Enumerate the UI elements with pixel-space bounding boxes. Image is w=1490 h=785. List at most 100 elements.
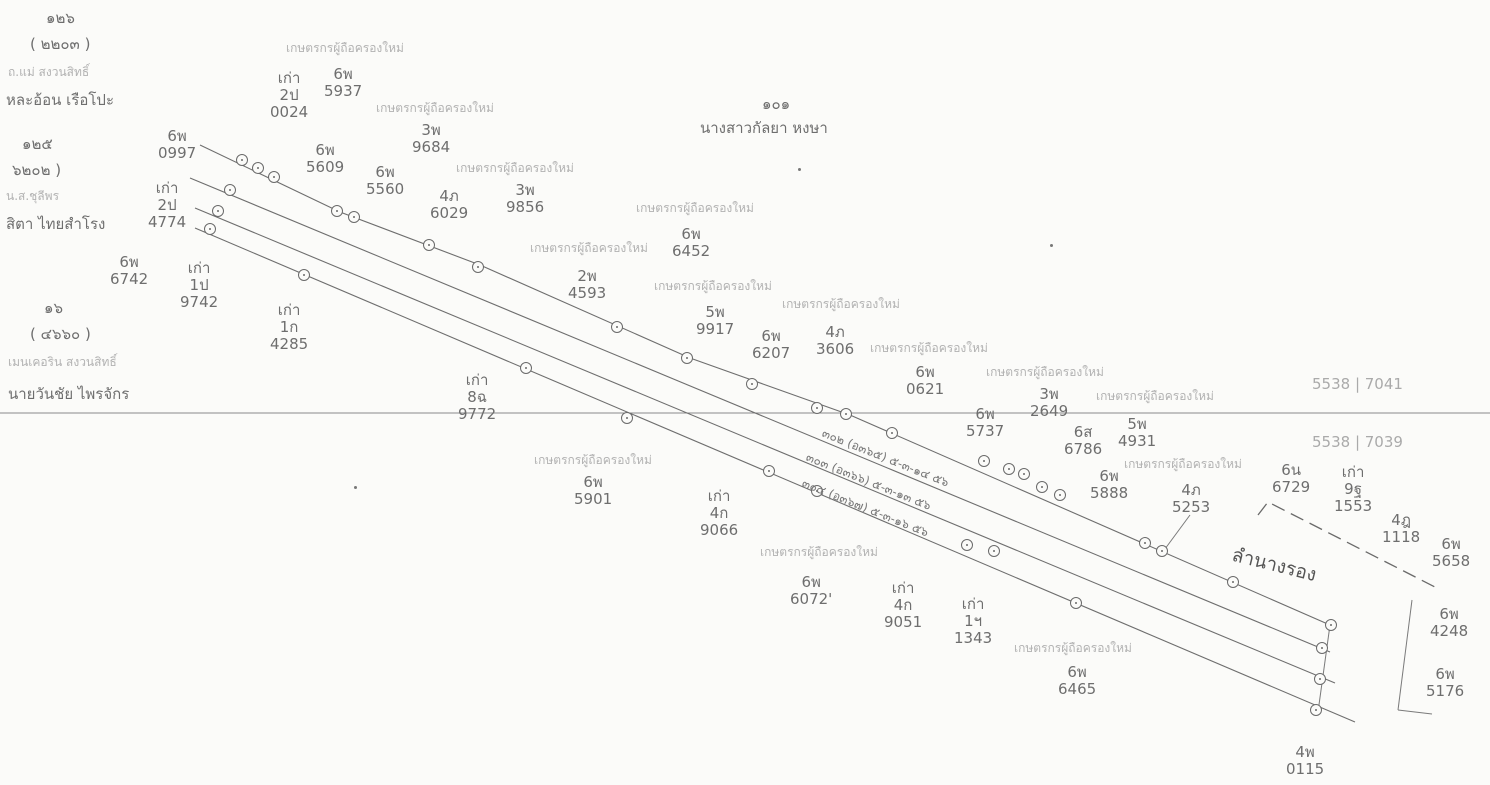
parcel-number: 5888 [1090, 484, 1129, 502]
parcel-label: 6พ 5901 [574, 474, 612, 508]
parcel-number: 4774 [148, 213, 187, 231]
parcel-code: 1ป [189, 276, 209, 294]
speck [1050, 244, 1053, 247]
owner-c-name: นายวันชัย ไพรจักร [8, 385, 130, 403]
parcel-number: 0621 [906, 380, 945, 398]
parcel-code: 3พ [515, 181, 535, 199]
parcel-label: เก่า 1ฯ 1343 [954, 596, 992, 647]
parcel-code: 6พ [167, 127, 187, 145]
parcel-code: 2ป [279, 86, 299, 104]
survey-marker [1156, 545, 1168, 557]
survey-marker [886, 427, 898, 439]
parcel-number: 5609 [306, 158, 345, 176]
speck [798, 168, 801, 171]
parcel-number: 5737 [966, 422, 1005, 440]
owner-b-code: ๖๒๐๒ ) [12, 161, 62, 179]
survey-marker [681, 352, 693, 364]
survey-marker [1316, 642, 1328, 654]
parcel-code: 4ภ [439, 187, 459, 205]
parcel-label: 4ภ 6029 [430, 188, 468, 222]
parcel-number: 0024 [270, 103, 309, 121]
parcel-label: เก่า 9ฐ 1553 [1334, 464, 1372, 515]
parcel-number: 0997 [158, 144, 197, 162]
boundary-lines [189, 144, 1356, 723]
parcel-label: 6พ 5560 [366, 164, 404, 198]
parcel-code: 3พ [1039, 385, 1059, 403]
parcel-number: 9856 [506, 198, 545, 216]
owner-c-desc: เมนเคอริน สงวนสิทธิ์ [8, 355, 117, 369]
parcel-label: 6ส 6786 [1064, 424, 1102, 458]
faint-note: เกษตรกรผู้ถือครองใหม่ [1014, 641, 1132, 655]
survey-marker [236, 154, 248, 166]
survey-marker [961, 539, 973, 551]
parcel-number: 3606 [816, 340, 855, 358]
owner-a-code: ( ๒๒๐๓ ) [30, 35, 91, 53]
parcel-prefix: เก่า [277, 301, 301, 319]
owner-a-desc: ถ.แม่ สงวนสิทธิ์ [8, 65, 90, 79]
parcel-label: 5พ 9917 [696, 304, 734, 338]
parcel-label: เก่า 4ก 9066 [700, 488, 738, 539]
survey-marker [204, 223, 216, 235]
survey-marker [224, 184, 236, 196]
survey-marker [988, 545, 1000, 557]
parcel-label: 5พ 4931 [1118, 416, 1156, 450]
survey-marker [348, 211, 360, 223]
parcel-prefix: เก่า [707, 487, 731, 505]
parcel-number: 2649 [1030, 402, 1069, 420]
parcel-number: 4593 [568, 284, 607, 302]
parcel-label: 6น 6729 [1272, 462, 1310, 496]
owner-b-name: สิตา ไทยสำโรง [6, 215, 106, 233]
survey-marker [268, 171, 280, 183]
parcel-label: 6พ 6452 [672, 226, 710, 260]
survey-marker [331, 205, 343, 217]
survey-marker [840, 408, 852, 420]
parcel-number: 9917 [696, 320, 735, 338]
boundary-line-4 [194, 227, 1356, 723]
faint-note: เกษตรกรผู้ถือครองใหม่ [530, 241, 648, 255]
survey-marker [1227, 576, 1239, 588]
parcel-code: 6พ [315, 141, 335, 159]
parcel-number: 9772 [458, 405, 497, 423]
parcel-label: 6พ 5609 [306, 142, 344, 176]
parcel-code: 4พ [1295, 743, 1315, 761]
parcel-number: 5560 [366, 180, 405, 198]
parcel-code: 4ฎ [1391, 511, 1411, 529]
parcel-code: 4ก [709, 504, 729, 522]
boundary-line-3 [194, 207, 1336, 684]
faint-note: เกษตรกรผู้ถือครองใหม่ [376, 101, 494, 115]
parcel-number: 9742 [180, 293, 219, 311]
survey-marker [423, 239, 435, 251]
parcel-code: 6พ [1441, 535, 1461, 553]
parcel-label: 6พ 6072' [790, 574, 832, 608]
parcel-code: 5พ [1127, 415, 1147, 433]
parcel-label: 6พ 4248 [1430, 606, 1468, 640]
survey-marker [811, 402, 823, 414]
parcel-label: 6พ 6465 [1058, 664, 1096, 698]
faint-note: เกษตรกรผู้ถือครองใหม่ [782, 297, 900, 311]
faint-note: เกษตรกรผู้ถือครองใหม่ [456, 161, 574, 175]
parcel-code: 6พ [1435, 665, 1455, 683]
parcel-label: 4ฎ 1118 [1382, 512, 1420, 546]
parcel-code: 4ภ [825, 323, 845, 341]
boundary-line-2 [189, 177, 1331, 653]
faint-note: เกษตรกรผู้ถือครองใหม่ [534, 453, 652, 467]
parcel-label: 6พ 5176 [1426, 666, 1464, 700]
survey-marker [1314, 673, 1326, 685]
survey-marker [611, 321, 623, 333]
parcel-code: 6พ [119, 253, 139, 271]
right-code-top: 5538 | 7041 [1312, 375, 1403, 393]
owner-b-id: ๑๒๕ [22, 135, 53, 153]
parcel-code: 6พ [975, 405, 995, 423]
parcel-label: เก่า 1ป 9742 [180, 260, 218, 311]
parcel-number: 4248 [1430, 622, 1469, 640]
parcel-number: 5253 [1172, 498, 1211, 516]
right-code-bottom: 5538 | 7039 [1312, 433, 1403, 451]
parcel-label: 6พ 5888 [1090, 468, 1128, 502]
parcel-number: 9066 [700, 521, 739, 539]
parcel-label: 6พ 5658 [1432, 536, 1470, 570]
survey-marker [252, 162, 264, 174]
survey-marker [978, 455, 990, 467]
parcel-number: 6742 [110, 270, 149, 288]
parcel-code: 1ก [279, 318, 299, 336]
